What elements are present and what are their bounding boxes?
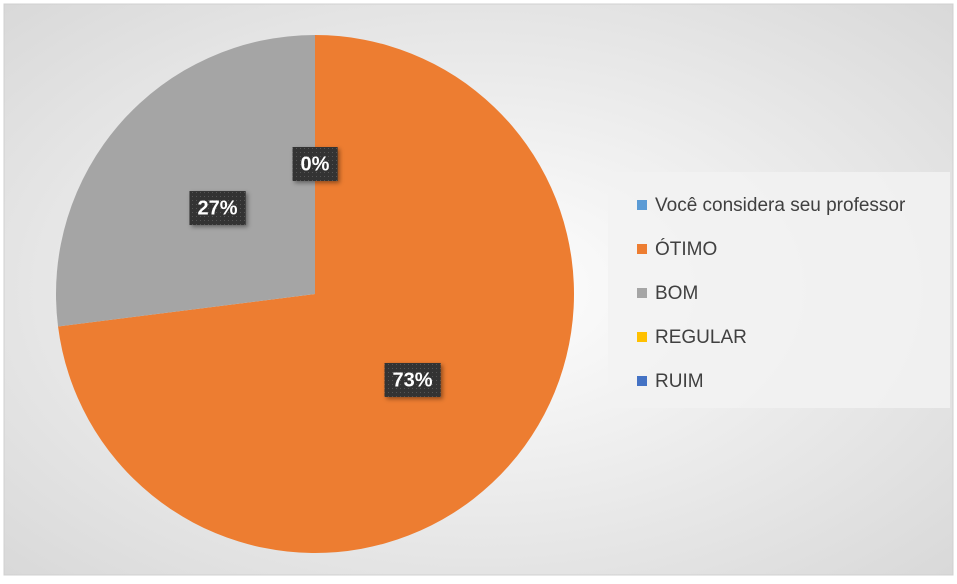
legend-label: ÓTIMO: [655, 238, 717, 260]
legend-swatch: [637, 200, 647, 210]
legend-box: [608, 172, 950, 408]
data-label: 27%: [189, 191, 246, 226]
legend-label: BOM: [655, 283, 698, 304]
data-label-box: [189, 191, 246, 226]
data-labels: 0% 73% 27%: [189, 147, 441, 397]
data-label-box: [384, 362, 441, 397]
legend-label: REGULAR: [655, 327, 747, 348]
legend-label: RUIM: [655, 371, 704, 392]
legend-swatch: [637, 376, 647, 386]
data-label-text: 27%: [197, 197, 237, 219]
pie-slice: [58, 35, 574, 553]
legend-swatch: [637, 244, 647, 254]
data-label: 73%: [384, 362, 441, 397]
data-label-text: 0%: [301, 153, 330, 175]
legend-swatch: [637, 332, 647, 342]
legend-label: Você considera seu professor: [655, 195, 906, 216]
data-label: 0%: [292, 147, 338, 181]
data-label-box: [292, 147, 338, 181]
data-label-text: 73%: [392, 369, 432, 391]
pie: [55, 35, 574, 553]
legend-swatch: [637, 288, 647, 298]
legend: Você considera seu professor ÓTIMO BOM REGU…: [637, 195, 906, 392]
pie-slice: [55, 35, 315, 327]
